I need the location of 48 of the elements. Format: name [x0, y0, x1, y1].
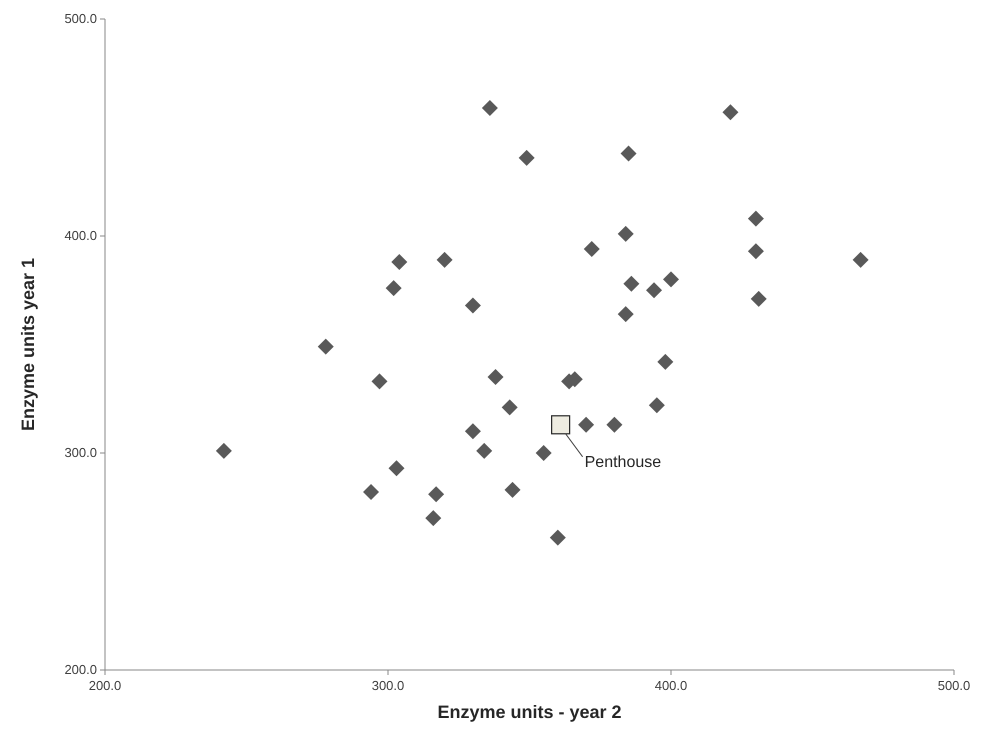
y-tick-label: 300.0 — [64, 445, 97, 460]
point — [551, 415, 570, 434]
point — [550, 530, 566, 546]
point — [216, 442, 232, 459]
point — [852, 252, 869, 268]
x-tick-label: 400.0 — [654, 678, 688, 693]
point — [476, 442, 492, 459]
point — [436, 252, 453, 268]
x-tick-label: 300.0 — [372, 678, 404, 693]
point — [748, 243, 764, 260]
point — [464, 297, 481, 314]
y-tick-label: 200.0 — [64, 662, 97, 677]
point — [502, 399, 518, 416]
point — [372, 373, 388, 390]
point — [388, 460, 404, 476]
y-axis-title: Enzyme units year 1 — [18, 258, 38, 432]
point — [318, 338, 334, 355]
point — [646, 282, 662, 298]
point — [750, 290, 767, 307]
point — [391, 254, 408, 270]
point — [748, 210, 764, 227]
x-tick-label: 200.0 — [88, 678, 122, 693]
point — [363, 484, 380, 500]
point — [648, 397, 665, 414]
y-tick-label: 400.0 — [64, 228, 97, 243]
point — [428, 486, 444, 502]
point — [518, 150, 535, 166]
x-tick-label: 500.0 — [938, 678, 970, 693]
point — [722, 104, 738, 120]
point — [464, 423, 481, 440]
point — [657, 354, 674, 370]
point — [623, 276, 640, 292]
point — [606, 416, 622, 433]
point — [620, 146, 637, 162]
point — [386, 280, 402, 296]
point — [536, 445, 552, 461]
point — [425, 510, 442, 526]
point — [663, 271, 679, 288]
y-tick-label: 500.0 — [64, 11, 97, 26]
point — [578, 416, 594, 433]
point — [618, 306, 634, 322]
point — [618, 226, 634, 242]
point — [488, 369, 504, 386]
point — [504, 482, 521, 498]
x-axis-title: Enzyme units - year 2 — [437, 702, 622, 722]
annotation: Penthouse — [584, 454, 662, 471]
point — [482, 100, 498, 116]
point — [584, 241, 600, 258]
